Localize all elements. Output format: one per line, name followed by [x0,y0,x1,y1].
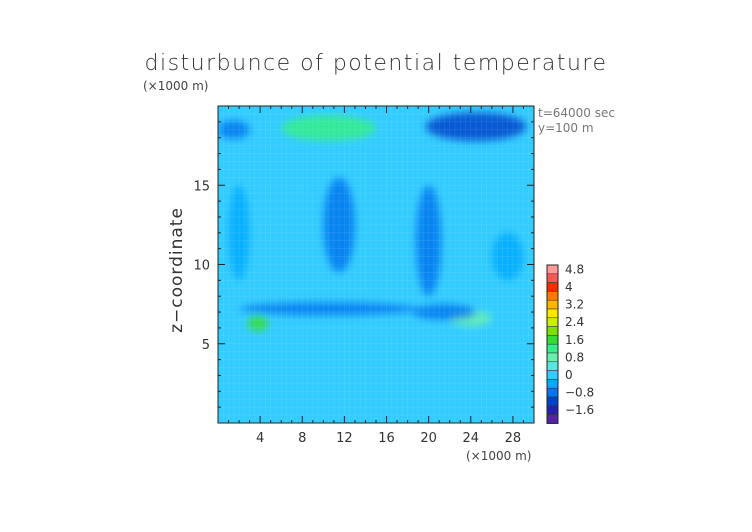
colorbar-tick-label: −1.6 [565,403,594,417]
colorbar-tick-label: 4.8 [565,262,584,276]
field-feature-positive [281,115,376,141]
x-tick-label: 16 [378,431,395,446]
colorbar-swatch [546,361,559,371]
colorbar: 4.8 4 3.2 2.4 1.6 0.8 0 −0.8 −1.6 [546,262,594,424]
colorbar-swatch [546,352,559,363]
colorbar-tick-label: 2.4 [565,315,584,329]
y-unit-label: (×1000 m) [143,79,208,93]
field-feature-negative [323,177,355,273]
y-tick-label: 5 [202,338,210,353]
colorbar-tick-label: 3.2 [565,298,584,312]
field-feature-negative [218,120,250,140]
y-tick-label: 10 [193,259,210,274]
colorbar-tick-label: 0 [565,368,573,382]
colorbar-tick-label: 0.8 [565,350,584,364]
field-feature-negative [412,304,477,320]
colorbar-swatch [546,317,559,327]
colorbar-tick-label: 1.6 [565,333,584,347]
x-tick-label: 20 [420,431,437,446]
x-tick-label: 28 [505,431,522,446]
colorbar-swatch [546,291,559,301]
field-feature-negative [228,185,250,281]
x-tick-label: 12 [336,431,353,446]
colorbar-swatch [546,335,559,345]
y-position-label: y=100 m [538,121,594,135]
field-feature-negative [416,185,442,297]
x-tick-label: 8 [298,431,306,446]
colorbar-swatch [546,379,559,389]
x-tick-label: 24 [463,431,480,446]
field-feature-negative [425,112,527,141]
heatmap-plot-area [218,106,534,423]
colorbar-swatch [546,299,559,310]
colorbar-tick-label: 4 [565,280,573,294]
x-unit-label: (×1000 m) [466,449,531,463]
colorbar-swatch [546,414,559,424]
field-feature-positive [247,315,269,332]
colorbar-swatch [546,308,559,319]
colorbar-swatch [546,264,559,275]
field-feature-negative [491,232,524,281]
colorbar-swatch [546,387,559,398]
y-tick-label: 15 [193,179,210,194]
y-axis-label: z−coordinate [167,207,187,333]
colorbar-swatch [546,405,559,415]
time-label: t=64000 sec [538,106,615,120]
colorbar-swatch [546,326,559,336]
field-feature-negative [239,302,419,316]
heatmap-background [218,106,534,423]
colorbar-swatch [546,273,559,283]
x-tick-label: 4 [256,431,264,446]
colorbar-swatch [546,396,559,407]
colorbar-swatch [546,370,559,380]
chart-title: disturbunce of potential temperature [145,51,608,76]
colorbar-tick-label: −0.8 [565,386,594,400]
colorbar-swatch [546,343,559,354]
colorbar-swatch [546,282,559,292]
